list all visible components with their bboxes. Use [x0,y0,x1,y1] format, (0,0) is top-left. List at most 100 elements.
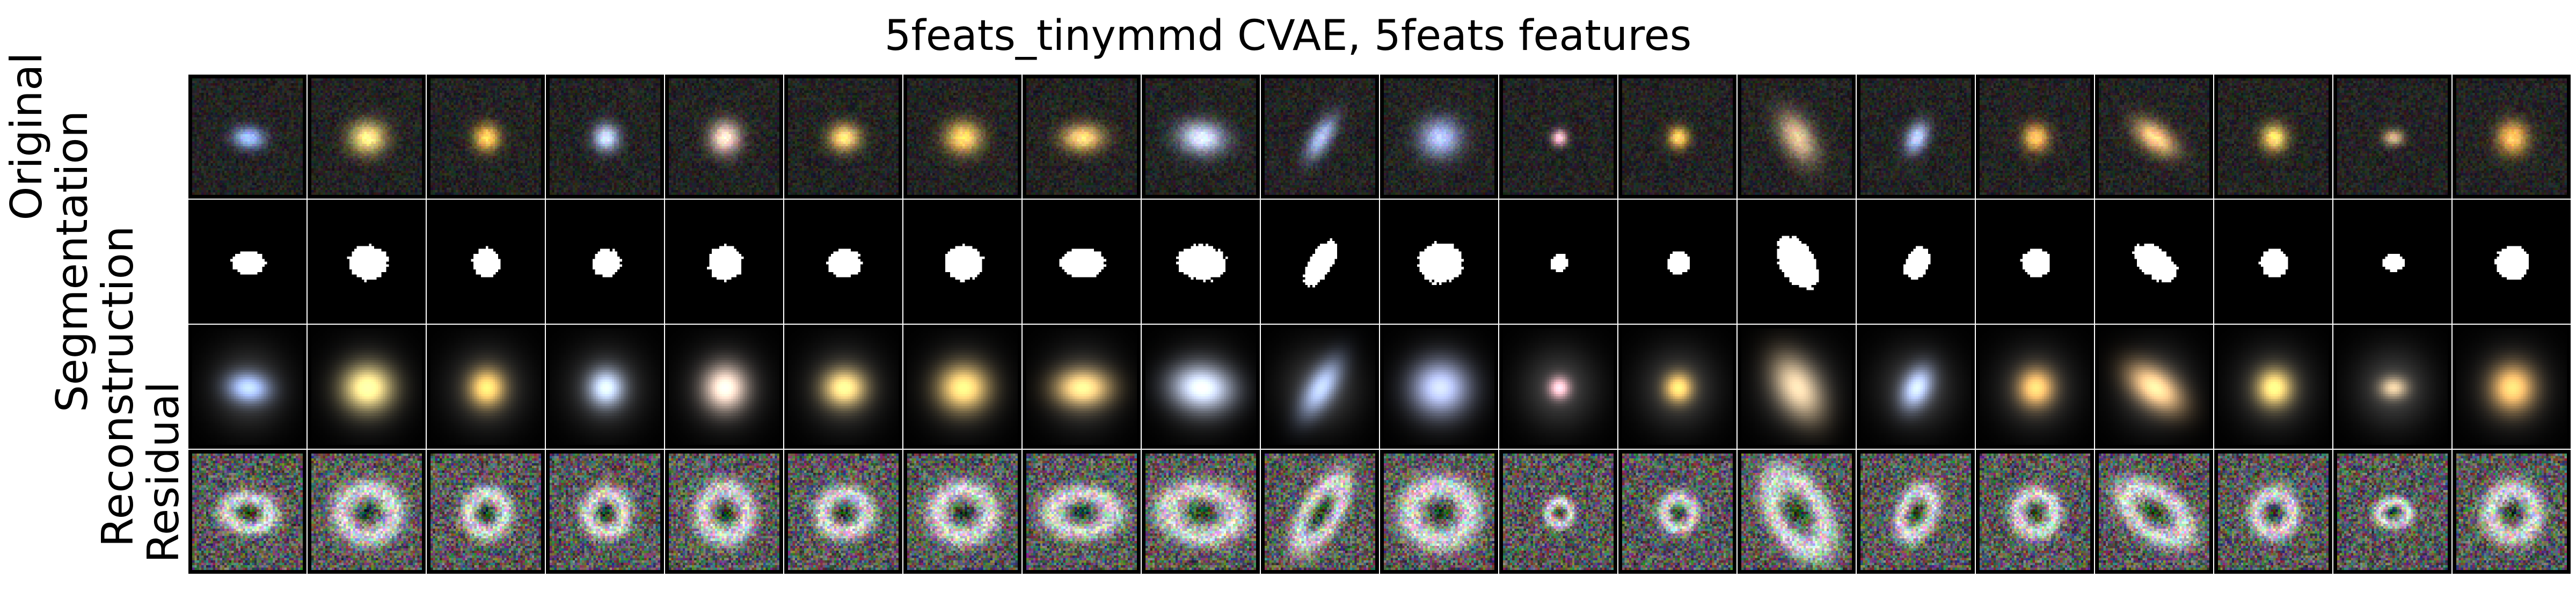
reconstruction-image-canvas [788,328,899,445]
segmentation-image-canvas [903,200,1021,324]
residual-image-canvas [1503,454,1614,570]
figure-title: 5feats_tinymmd CVAE, 5feats features [884,12,1692,60]
residual-image-canvas [1741,454,1852,570]
original-image-20 [2452,74,2571,199]
original-image-canvas [1980,78,2090,195]
original-image-canvas [1026,78,1137,195]
reconstruction-image-4 [545,324,665,449]
residual-image-12 [1499,449,1618,574]
reconstruction-image-canvas [669,328,779,445]
residual-image-17 [2095,449,2214,574]
residual-image-8 [1022,449,1141,574]
reconstruction-image-17 [2095,324,2214,449]
segmentation-image-6 [784,199,903,324]
reconstruction-image-canvas [1026,328,1137,445]
residual-image-canvas [2337,454,2448,570]
reconstruction-image-18 [2214,324,2333,449]
segmentation-image-canvas [427,200,545,324]
residual-image-canvas [788,454,899,570]
residual-image-4 [545,449,665,574]
segmentation-image-14 [1737,199,1856,324]
segmentation-image-canvas [2333,200,2451,324]
original-image-canvas [1741,78,1852,195]
reconstruction-image-canvas [1980,328,2090,445]
reconstruction-image-canvas [1503,328,1614,445]
segmentation-image-canvas [2453,200,2571,324]
original-image-canvas [550,78,660,195]
original-image-1 [188,74,307,199]
residual-image-11 [1380,449,1499,574]
segmentation-image-canvas [1618,200,1736,324]
original-image-canvas [1384,78,1494,195]
residual-image-canvas [907,454,1018,570]
row-label-segmentation: Segmentation [47,110,97,413]
reconstruction-image-canvas [1741,328,1852,445]
segmentation-image-canvas [1380,200,1498,324]
reconstruction-image-1 [188,324,307,449]
segmentation-image-canvas [665,200,783,324]
reconstruction-image-canvas [311,328,422,445]
row-label-original: Original [2,52,52,221]
segmentation-image-5 [665,199,784,324]
residual-image-canvas [2456,454,2567,570]
residual-image-canvas [1622,454,1733,570]
segmentation-image-3 [426,199,545,324]
segmentation-image-18 [2214,199,2333,324]
segmentation-image-9 [1141,199,1260,324]
original-image-canvas [1622,78,1733,195]
segmentation-image-20 [2452,199,2571,324]
residual-image-6 [784,449,903,574]
reconstruction-image-8 [1022,324,1141,449]
original-image-7 [903,74,1022,199]
reconstruction-image-9 [1141,324,1260,449]
segmentation-image-canvas [1023,200,1141,324]
reconstruction-image-7 [903,324,1022,449]
reconstruction-image-10 [1260,324,1380,449]
original-image-canvas [2337,78,2448,195]
reconstruction-image-canvas [2337,328,2448,445]
reconstruction-image-canvas [1145,328,1256,445]
segmentation-image-canvas [2095,200,2213,324]
segmentation-image-7 [903,199,1022,324]
original-image-15 [1856,74,1975,199]
original-image-6 [784,74,903,199]
segmentation-image-17 [2095,199,2214,324]
residual-image-14 [1737,449,1856,574]
original-image-11 [1380,74,1499,199]
original-image-canvas [1265,78,1375,195]
residual-image-5 [665,449,784,574]
segmentation-image-canvas [308,200,426,324]
residual-image-canvas [1265,454,1375,570]
reconstruction-image-13 [1618,324,1737,449]
residual-image-18 [2214,449,2333,574]
segmentation-image-canvas [1142,200,1260,324]
original-image-10 [1260,74,1380,199]
original-image-canvas [1503,78,1614,195]
residual-image-15 [1856,449,1975,574]
residual-image-canvas [550,454,660,570]
original-image-16 [1975,74,2095,199]
row-label-residual: Residual [138,382,188,563]
residual-image-10 [1260,449,1380,574]
segmentation-image-8 [1022,199,1141,324]
original-image-canvas [311,78,422,195]
original-image-canvas [788,78,899,195]
segmentation-image-1 [188,199,307,324]
reconstruction-image-canvas [192,328,303,445]
reconstruction-image-19 [2333,324,2452,449]
residual-image-16 [1975,449,2095,574]
reconstruction-image-canvas [550,328,660,445]
original-image-8 [1022,74,1141,199]
reconstruction-image-2 [307,324,426,449]
segmentation-image-canvas [1261,200,1379,324]
original-image-canvas [430,78,541,195]
original-image-canvas [2099,78,2209,195]
original-image-19 [2333,74,2452,199]
residual-image-3 [426,449,545,574]
residual-image-canvas [1980,454,2090,570]
segmentation-image-12 [1499,199,1618,324]
residual-image-canvas [1860,454,1971,570]
reconstruction-image-canvas [1265,328,1375,445]
segmentation-image-2 [307,199,426,324]
residual-image-canvas [192,454,303,570]
